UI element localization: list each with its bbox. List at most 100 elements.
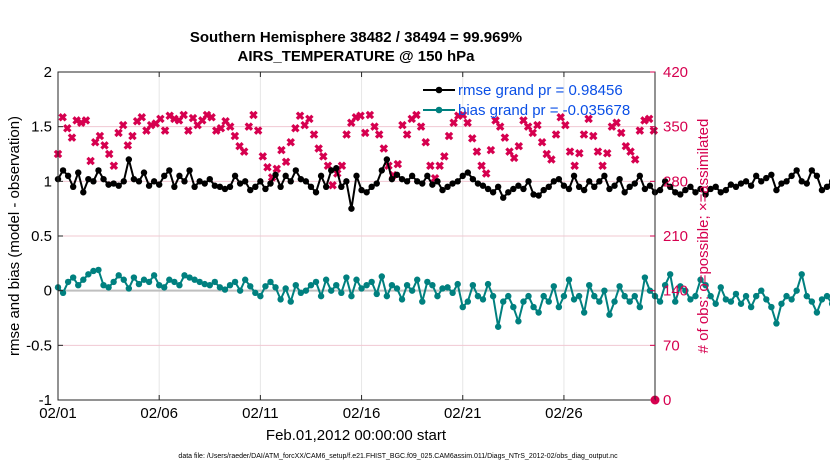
rmse-point (75, 169, 82, 176)
bias-point (206, 282, 213, 289)
bias-point (752, 292, 760, 300)
obs-assimilated-point (272, 164, 282, 174)
rmse-point (793, 167, 800, 174)
rmse-point (408, 172, 416, 180)
rmse-point (459, 172, 466, 180)
obs-marker-bar (239, 147, 249, 156)
rmse-point (823, 183, 830, 190)
bias-point (262, 283, 269, 290)
y-left-tick-label: 1.5 (31, 119, 52, 136)
obs-marker-bar (649, 126, 659, 135)
bias-point (95, 266, 102, 274)
rmse-point (145, 182, 153, 189)
rmse-point (707, 185, 714, 193)
bias-point (140, 276, 148, 283)
obs-marker-bar (584, 114, 593, 124)
obs-marker-bar (328, 180, 337, 190)
rmse-point (231, 172, 239, 180)
bias-point (636, 303, 644, 311)
x-tick-label: 02/11 (242, 405, 278, 422)
bias-point (525, 292, 532, 300)
bias-point (773, 320, 780, 327)
rmse-point (171, 183, 178, 190)
rmse-point (414, 178, 421, 185)
obs-assimilated-point (477, 161, 486, 170)
bias-point (201, 280, 208, 288)
rmse-point (403, 178, 411, 185)
rmse-point (803, 180, 810, 187)
rmse-point (181, 178, 188, 185)
rmse-point (191, 183, 198, 190)
obs-marker-bar (95, 131, 105, 141)
obs-marker-bar (216, 123, 226, 133)
bias-point (348, 292, 355, 300)
bias-point (115, 272, 122, 279)
bias-point (130, 274, 138, 281)
obs-assimilated-point (356, 111, 365, 120)
obs-marker-bar (160, 126, 170, 135)
rmse-point (69, 183, 77, 190)
obs-assimilated-point (291, 123, 300, 133)
bias-point (176, 282, 183, 289)
obs-assimilated-point (519, 116, 528, 125)
bias-point (479, 296, 487, 303)
obs-assimilated-point (551, 130, 561, 139)
obs-assimilated-point (616, 128, 626, 138)
rmse-point (454, 178, 461, 185)
rmse-point (484, 185, 492, 193)
obs-marker-bar (556, 113, 565, 122)
rmse-point (469, 175, 477, 183)
rmse-point (712, 183, 719, 190)
obs-assimilated-point (533, 120, 542, 130)
chart-title: Southern Hemisphere 38482 / 38494 = 99.9… (190, 29, 522, 46)
obs-marker-bar (537, 138, 547, 147)
bias-point (823, 292, 830, 300)
y-left-tick-labels: -1 -0.5 0 0.5 1 1.5 2 (26, 64, 52, 409)
y-left-tick-label: 0.5 (31, 228, 52, 245)
rmse-point (489, 189, 497, 196)
rmse-point (211, 182, 219, 189)
rmse-point (505, 189, 512, 196)
bias-point (601, 287, 608, 294)
bias-point (656, 298, 664, 305)
bias-point (196, 278, 203, 286)
obs-marker-bar (398, 120, 407, 130)
bias-point (540, 292, 547, 300)
rmse-point (257, 178, 264, 185)
obs-assimilated-point (123, 141, 133, 150)
obs-assimilated-point (495, 122, 505, 131)
bias-point (408, 287, 416, 294)
rmse-point (682, 186, 689, 194)
obs-assimilated-point (612, 118, 621, 128)
bias-point (171, 278, 178, 286)
obs-assimilated-point (491, 116, 500, 125)
bias-point (322, 276, 330, 283)
bias-point (105, 284, 112, 291)
bias-point (191, 276, 198, 283)
bias-point (798, 271, 805, 278)
bias-point (221, 286, 229, 293)
rmse-point (140, 169, 148, 176)
obs-marker-bar (644, 114, 654, 124)
bias-point (616, 283, 623, 290)
bias-point (575, 292, 583, 300)
bias-point (186, 274, 193, 281)
bias-point (403, 282, 411, 289)
bias-point (606, 311, 613, 318)
obs-marker-bar (225, 122, 235, 131)
rmse-point (500, 194, 507, 201)
bias-point (393, 285, 401, 292)
rmse-point (783, 178, 790, 185)
bias-point (570, 296, 578, 303)
bias-point (363, 282, 370, 289)
rmse-point (247, 186, 254, 194)
bias-point (307, 282, 315, 289)
rmse-point (434, 178, 441, 185)
rmse-point (778, 180, 785, 187)
rmse-point (530, 191, 537, 198)
obs-assimilated-point (412, 110, 421, 120)
bias-point (505, 292, 512, 300)
bias-point (80, 276, 87, 283)
rmse-point (525, 178, 532, 185)
bias-point (687, 296, 694, 303)
